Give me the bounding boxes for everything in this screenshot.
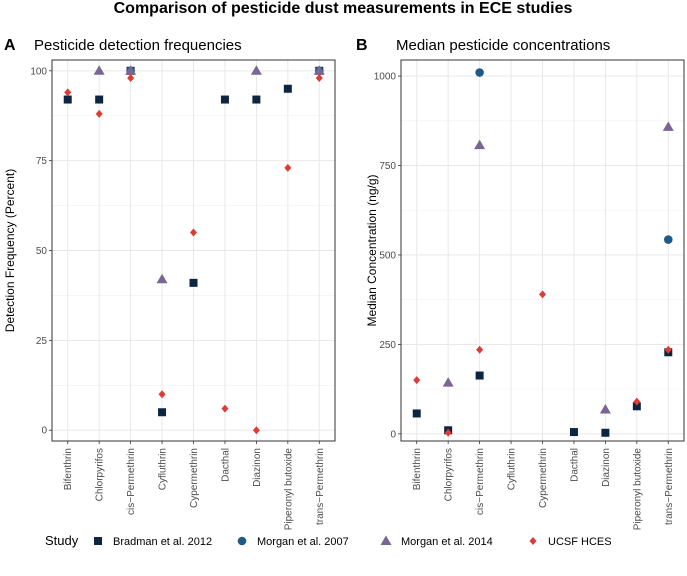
data-point-morgan-et-al-2007	[475, 68, 484, 77]
figure-title: Comparison of pesticide dust measurement…	[114, 0, 573, 17]
y-tick-label: 50	[36, 246, 48, 257]
x-tick-label: Piperonyl butoxide	[283, 448, 294, 531]
legend-key-morgan-et-al-2014	[380, 535, 392, 545]
x-tick-label: trans−Permethrin	[664, 448, 675, 525]
legend: Study Bradman et al. 2012 Morgan et al. 2…	[45, 533, 612, 548]
data-point-morgan-et-al-2014	[662, 121, 674, 131]
x-tick-label: Cyfluthrin	[158, 448, 169, 490]
data-point-bradman-et-al-2012	[63, 95, 72, 104]
x-tick-label: Chlorpyrifos	[444, 448, 455, 501]
x-tick-label: Dacthal	[569, 448, 580, 482]
data-point-bradman-et-al-2012	[475, 371, 484, 380]
x-tick-label: cis−Permethrin	[475, 448, 486, 515]
data-point-ucsf-hces	[127, 73, 135, 82]
panels: A Pesticide detection frequencies 0 25 50 75 1…	[3, 37, 685, 531]
y-tick-label: 25	[36, 336, 48, 347]
panel-b: B Median pesticide concentrations 0 250 500 7…	[356, 37, 685, 531]
data-point-bradman-et-al-2012	[252, 95, 261, 104]
data-point-bradman-et-al-2012	[632, 402, 641, 411]
data-point-ucsf-hces	[221, 404, 229, 413]
data-point-morgan-et-al-2014	[442, 377, 454, 387]
legend-key-morgan-et-al-2007	[237, 536, 247, 546]
panel-title: Median pesticide concentrations	[396, 37, 610, 54]
data-point-bradman-et-al-2012	[158, 408, 167, 417]
y-axis-label: Median Concentration (ng/g)	[365, 174, 379, 326]
y-tick-label: 250	[379, 340, 396, 351]
data-point-morgan-et-al-2014	[474, 139, 486, 150]
x-tick-label: Bifenthrin	[63, 448, 74, 490]
data-point-bradman-et-al-2012	[412, 409, 421, 418]
x-tick-label: Cypermethrin	[189, 448, 200, 508]
legend-key-ucsf-hces	[529, 537, 537, 545]
panel-tag: B	[356, 37, 368, 54]
data-point-ucsf-hces	[158, 390, 166, 399]
data-point-ucsf-hces	[413, 376, 421, 385]
x-tick-label: Diazinon	[601, 448, 612, 487]
y-axis-label: Detection Frequency (Percent)	[3, 169, 17, 332]
data-point-bradman-et-al-2012	[220, 95, 229, 104]
data-point-ucsf-hces	[315, 73, 323, 82]
x-tick-label: trans−Permethrin	[315, 448, 326, 525]
data-point-bradman-et-al-2012	[95, 95, 104, 104]
panel-title: Pesticide detection frequencies	[34, 37, 242, 54]
x-tick-label: Piperonyl butoxide	[632, 448, 643, 531]
data-point-bradman-et-al-2012	[189, 278, 198, 287]
data-point-morgan-et-al-2014	[599, 404, 611, 414]
data-point-morgan-et-al-2014	[125, 65, 137, 75]
data-point-ucsf-hces	[284, 163, 292, 172]
y-tick-label: 0	[390, 429, 396, 440]
x-tick-label: Dacthal	[220, 448, 231, 482]
y-tick-label: 100	[30, 66, 47, 77]
data-point-ucsf-hces	[539, 290, 546, 299]
data-point-ucsf-hces	[633, 397, 641, 406]
x-tick-label: Bifenthrin	[412, 448, 423, 490]
data-point-morgan-et-al-2014	[313, 65, 325, 75]
x-tick-label: Cyfluthrin	[507, 448, 518, 490]
legend-key-bradman-et-al-2012	[94, 537, 102, 545]
plot-border	[51, 59, 336, 442]
data-point-morgan-et-al-2007	[663, 235, 673, 244]
legend-label-morgan-et-al-2014: Morgan et al. 2014	[401, 536, 493, 548]
data-point-morgan-et-al-2014	[93, 65, 105, 75]
y-tick-label: 0	[41, 426, 47, 437]
y-tick-label: 500	[379, 250, 396, 261]
data-point-ucsf-hces	[190, 228, 197, 237]
data-point-ucsf-hces	[64, 88, 72, 97]
data-point-bradman-et-al-2012	[283, 84, 292, 93]
data-point-ucsf-hces	[664, 345, 672, 354]
data-point-ucsf-hces	[95, 109, 103, 118]
legend-label-bradman-et-al-2012: Bradman et al. 2012	[113, 536, 212, 548]
y-tick-label: 750	[379, 161, 396, 172]
y-tick-label: 75	[36, 156, 48, 167]
legend-label-morgan-et-al-2007: Morgan et al. 2007	[257, 536, 349, 548]
x-tick-label: Cypermethrin	[538, 448, 549, 508]
x-tick-label: Chlorpyrifos	[95, 448, 106, 501]
data-point-morgan-et-al-2014	[156, 273, 168, 284]
legend-label-ucsf-hces: UCSF HCES	[548, 536, 612, 548]
x-tick-label: Diazinon	[252, 448, 263, 487]
data-point-bradman-et-al-2012	[601, 428, 610, 437]
panel-a: A Pesticide detection frequencies 0 25 50 75 1…	[3, 37, 336, 531]
panel-tag: A	[4, 37, 16, 54]
data-point-ucsf-hces	[252, 426, 260, 435]
y-tick-label: 1000	[374, 72, 397, 83]
x-tick-label: cis−Permethrin	[126, 448, 137, 515]
data-point-bradman-et-al-2012	[569, 428, 578, 437]
data-point-ucsf-hces	[444, 428, 452, 437]
plot-border	[400, 59, 685, 442]
data-point-morgan-et-al-2014	[250, 65, 262, 75]
legend-title: Study	[45, 533, 79, 548]
data-point-ucsf-hces	[476, 345, 484, 354]
